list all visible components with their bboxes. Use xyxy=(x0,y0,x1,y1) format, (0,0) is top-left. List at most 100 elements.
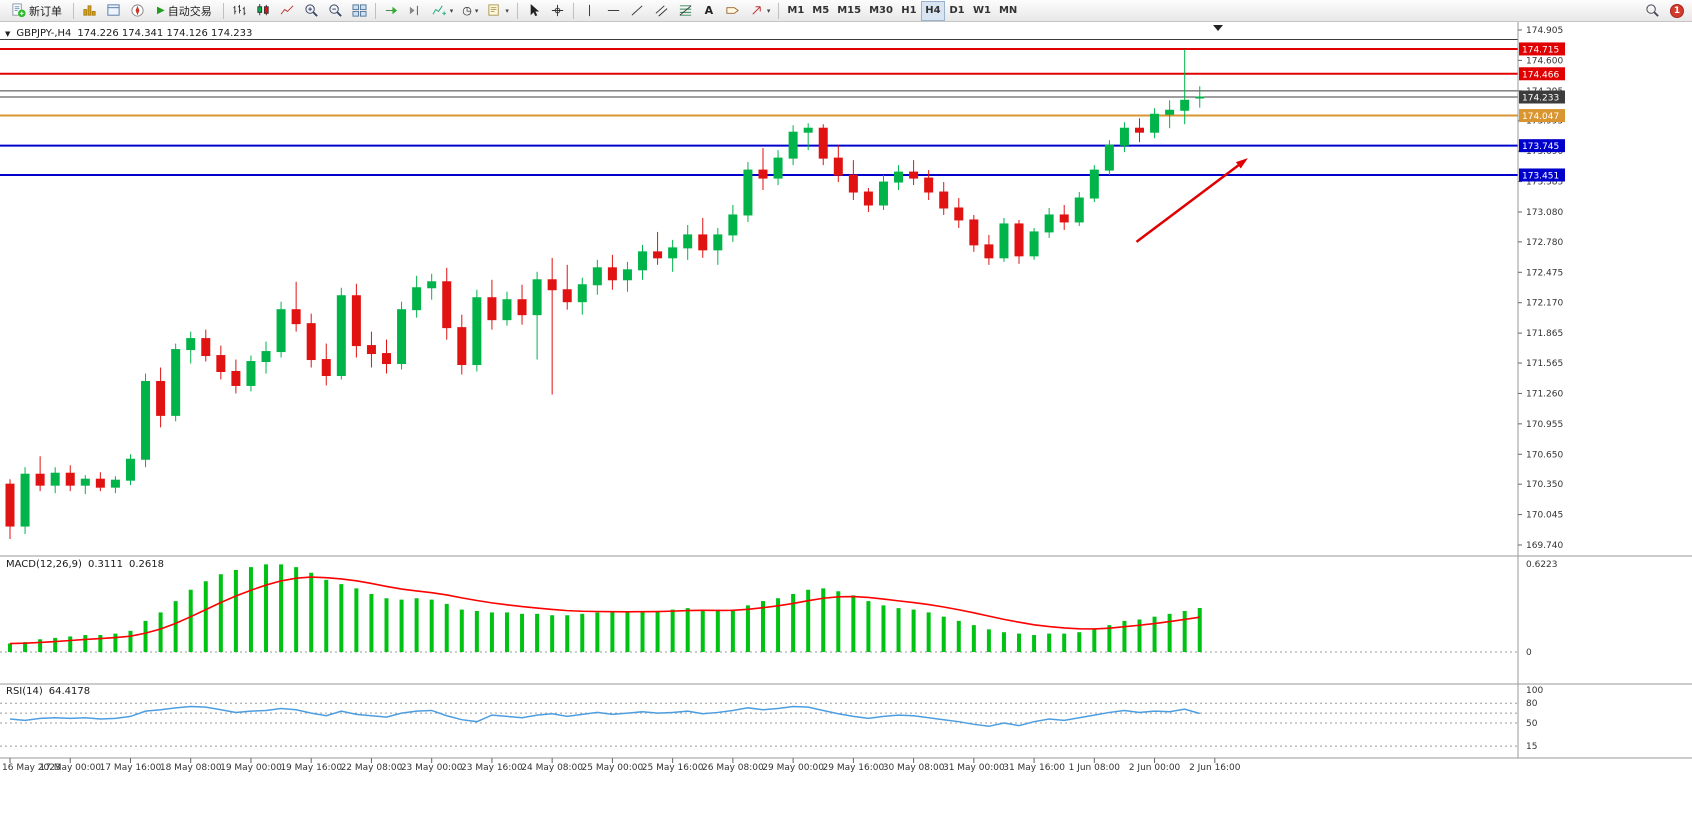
price-label: 170.955 xyxy=(1526,420,1563,430)
timeframe-m1-button[interactable]: M1 xyxy=(783,1,808,21)
auto-scroll-button[interactable] xyxy=(380,1,403,21)
zoom-out-button[interactable] xyxy=(324,1,347,21)
zoom-out-icon xyxy=(329,4,342,17)
fibonacci-tool-button[interactable] xyxy=(674,1,697,21)
zoom-in-button[interactable] xyxy=(300,1,323,21)
rsi-scale-label: 50 xyxy=(1526,719,1538,729)
time-label: 29 May 16:00 xyxy=(823,763,885,773)
timeframe-h4-button[interactable]: H4 xyxy=(920,0,945,21)
bar-chart-button[interactable] xyxy=(228,1,251,21)
price-label: 173.080 xyxy=(1526,208,1563,218)
time-label: 23 May 16:00 xyxy=(461,763,523,773)
indicators-dropdown-button[interactable]: ▾ xyxy=(428,1,458,21)
price-label: 171.260 xyxy=(1526,389,1563,399)
timeframe-h1-button[interactable]: H1 xyxy=(897,1,921,21)
time-label: 22 May 08:00 xyxy=(341,763,403,773)
crosshair-icon xyxy=(551,4,563,17)
time-label: 2 Jun 16:00 xyxy=(1189,763,1241,773)
auto-trading-label: 自动交易 xyxy=(167,4,212,18)
horizontal-lines[interactable] xyxy=(0,38,1518,176)
timeframe-mn-button[interactable]: MN xyxy=(995,1,1021,21)
candlestick-chart-button[interactable] xyxy=(252,1,275,21)
price-tag xyxy=(1519,168,1565,182)
time-label: 26 May 08:00 xyxy=(702,763,764,773)
channel-icon xyxy=(655,5,668,17)
price-tag xyxy=(1519,109,1565,123)
time-label: 19 May 16:00 xyxy=(280,763,342,773)
cursor-button[interactable] xyxy=(522,1,545,21)
trendline-tool-button[interactable] xyxy=(626,1,649,21)
caret-down-icon: ▾ xyxy=(766,6,771,15)
search-button[interactable] xyxy=(1641,1,1664,21)
chart-shift-icon xyxy=(409,5,418,16)
crosshair-button[interactable] xyxy=(546,1,569,21)
time-label: 29 May 00:00 xyxy=(762,763,824,773)
clock-icon: ◷ xyxy=(462,4,472,17)
text-label-tool-button[interactable] xyxy=(721,1,744,21)
chart-canvas[interactable]: 174.905174.600174.295173.995173.690173.3… xyxy=(0,22,1692,838)
collapse-triangle-icon[interactable]: ▼ xyxy=(5,29,11,38)
new-order-button[interactable]: 新订单 xyxy=(4,1,69,21)
data-window-button[interactable] xyxy=(102,1,125,21)
price-axis[interactable]: 174.905174.600174.295173.995173.690173.3… xyxy=(1518,26,1565,551)
toolbar-separator xyxy=(73,2,74,19)
time-label: 30 May 08:00 xyxy=(883,763,945,773)
rsi-scale-label: 100 xyxy=(1526,686,1543,696)
macd-scale-label: 0 xyxy=(1526,648,1532,658)
notification-badge[interactable]: 1 xyxy=(1670,3,1684,18)
candlestick-series xyxy=(5,49,1205,540)
price-tag-label: 174.233 xyxy=(1522,94,1559,104)
search-icon xyxy=(1646,4,1659,17)
price-label: 169.740 xyxy=(1526,541,1563,551)
trend-arrow-annotation[interactable] xyxy=(1135,158,1248,243)
vertical-line-tool-button[interactable] xyxy=(578,1,601,21)
timeframe-w1-button[interactable]: W1 xyxy=(969,1,995,21)
cursor-icon xyxy=(530,3,539,17)
chart-symbol-label: GBPJPY-,H4 xyxy=(16,28,72,39)
time-label: 31 May 16:00 xyxy=(1003,763,1065,773)
price-label: 172.170 xyxy=(1526,299,1563,309)
text-tool-icon: A xyxy=(704,4,714,17)
timeframe-m5-button[interactable]: M5 xyxy=(808,1,833,21)
macd-signal-line xyxy=(9,576,1200,645)
macd-name-label: MACD(12,26,9) xyxy=(6,559,82,570)
new-order-icon xyxy=(12,3,26,18)
auto-trading-button[interactable]: ▶ 自动交易 xyxy=(150,1,219,21)
navigator-button[interactable] xyxy=(126,1,149,21)
arrows-dropdown-button[interactable]: ▾ xyxy=(745,1,775,21)
price-label: 173.385 xyxy=(1526,178,1563,188)
tile-windows-button[interactable] xyxy=(348,1,371,21)
timeframe-m30-button[interactable]: M30 xyxy=(865,1,897,21)
arrow-shape-icon xyxy=(752,6,761,15)
horizontal-line-tool-button[interactable] xyxy=(602,1,625,21)
time-label: 25 May 00:00 xyxy=(582,763,644,773)
timeframe-m15-button[interactable]: M15 xyxy=(833,1,865,21)
chart-shift-marker-icon[interactable] xyxy=(1213,25,1223,31)
timeframe-group: M1 M5 M15 M30 H1 H4 D1 W1 MN xyxy=(783,0,1021,21)
price-tag-label: 173.451 xyxy=(1522,171,1559,181)
time-label: 25 May 16:00 xyxy=(642,763,704,773)
data-window-icon xyxy=(107,4,120,16)
templates-dropdown-button[interactable]: ▾ xyxy=(483,1,513,21)
price-label: 172.475 xyxy=(1526,268,1563,278)
price-label: 174.600 xyxy=(1526,56,1563,66)
periods-dropdown-button[interactable]: ◷ ▾ xyxy=(458,1,482,21)
navigator-icon xyxy=(131,4,144,17)
chart-shift-button[interactable] xyxy=(404,1,427,21)
time-label: 19 May 00:00 xyxy=(220,763,282,773)
macd-value-label: 0.3111 xyxy=(87,559,123,570)
macd-scale-label: 0.6223 xyxy=(1526,560,1558,570)
market-watch-button[interactable] xyxy=(78,1,101,21)
toolbar-separator xyxy=(222,2,224,19)
timeframe-d1-button[interactable]: D1 xyxy=(945,1,969,21)
channel-tool-button[interactable] xyxy=(650,1,673,21)
text-tool-button[interactable]: A xyxy=(698,1,720,21)
text-label-icon xyxy=(726,7,739,14)
vertical-line-icon xyxy=(588,4,590,17)
new-order-label: 新订单 xyxy=(29,4,62,18)
market-watch-icon xyxy=(83,5,96,16)
price-tag-label: 174.715 xyxy=(1522,45,1559,55)
trendline-icon xyxy=(631,5,643,16)
line-chart-button[interactable] xyxy=(276,1,299,21)
